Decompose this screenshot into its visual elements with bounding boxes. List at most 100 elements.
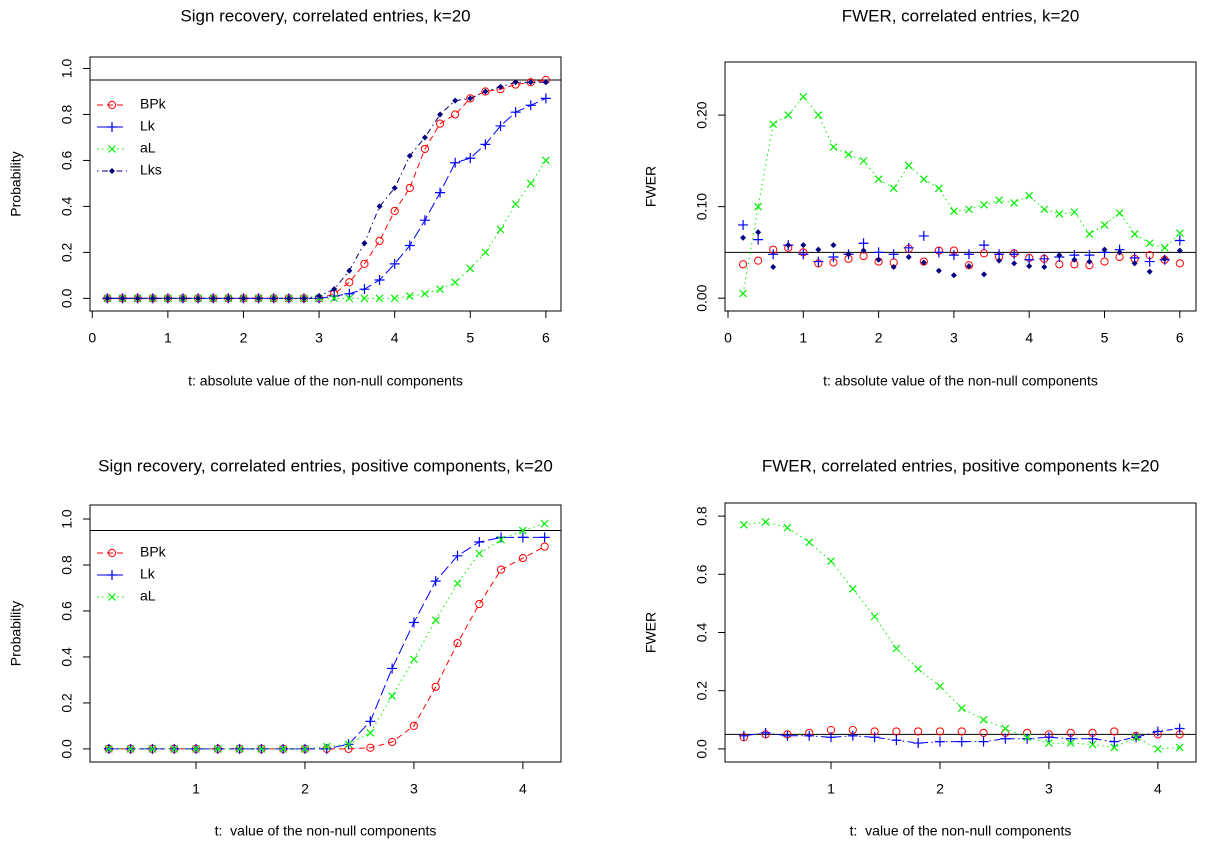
point	[738, 260, 748, 269]
point	[1116, 249, 1123, 256]
point	[859, 156, 868, 165]
point	[799, 92, 808, 101]
point	[935, 727, 945, 736]
point	[956, 736, 967, 747]
point	[300, 295, 307, 302]
point	[918, 230, 929, 241]
point	[1022, 733, 1033, 744]
point	[346, 267, 353, 274]
point	[844, 150, 853, 159]
point	[1132, 733, 1141, 742]
point	[1100, 221, 1109, 229]
point	[322, 742, 331, 751]
point	[481, 248, 490, 257]
point	[1176, 247, 1183, 254]
x-tick-label: 0	[724, 330, 732, 346]
point	[805, 538, 814, 547]
x-axis-label: t: value of the non-null components	[850, 823, 1072, 839]
point	[466, 94, 475, 103]
point	[889, 184, 898, 193]
point	[754, 256, 763, 265]
point	[870, 612, 879, 621]
legend-marker	[107, 122, 117, 132]
point	[919, 175, 928, 184]
point	[374, 274, 385, 285]
point	[419, 215, 430, 226]
y-tick-label: 0.0	[694, 739, 710, 759]
y-tick-label: 0.20	[694, 101, 710, 128]
point	[761, 517, 770, 526]
series-line	[108, 523, 545, 750]
point	[1145, 239, 1154, 248]
y-axis-label: FWER	[643, 612, 659, 653]
point	[1087, 733, 1098, 744]
point	[301, 744, 309, 753]
x-tick-label: 2	[875, 330, 883, 346]
point	[540, 93, 551, 104]
point	[466, 264, 475, 273]
plot-box	[724, 502, 1197, 763]
x-tick-label: 3	[315, 330, 323, 346]
point	[210, 295, 217, 302]
point	[1131, 260, 1138, 267]
legend-label: BPk	[140, 544, 167, 560]
point	[814, 111, 823, 120]
point	[914, 664, 923, 673]
x-tick-label: 4	[519, 781, 527, 797]
point	[475, 549, 484, 558]
point	[873, 247, 884, 258]
point	[1025, 191, 1034, 200]
point	[933, 247, 944, 258]
point	[1175, 259, 1184, 268]
point	[404, 240, 415, 251]
point	[1110, 727, 1119, 736]
point	[366, 743, 375, 752]
point	[359, 284, 370, 295]
point	[830, 242, 837, 249]
x-tick-label: 3	[410, 781, 418, 797]
point	[905, 253, 912, 260]
point	[1161, 255, 1168, 262]
point	[408, 617, 419, 628]
point	[481, 87, 490, 96]
point	[1010, 199, 1019, 207]
point	[409, 655, 418, 664]
point	[1070, 208, 1079, 217]
x-tick-label: 4	[1154, 781, 1162, 797]
point	[755, 229, 762, 236]
point	[1153, 744, 1162, 753]
point	[1009, 249, 1020, 260]
y-tick-label: 0.6	[59, 150, 75, 170]
point	[344, 740, 353, 749]
point	[1039, 253, 1050, 264]
point	[375, 294, 384, 303]
point	[388, 737, 397, 747]
y-tick-label: 0.8	[59, 555, 75, 575]
point	[826, 732, 837, 743]
point	[525, 100, 536, 111]
point	[482, 88, 489, 95]
point	[934, 184, 943, 193]
point	[360, 294, 369, 303]
point	[148, 744, 157, 753]
point	[1085, 230, 1094, 239]
point	[430, 576, 441, 587]
point	[436, 285, 444, 294]
y-tick-label: 0.2	[59, 693, 75, 713]
point	[978, 736, 989, 747]
chart-title: Sign recovery, correlated entries, posit…	[98, 456, 553, 475]
point	[104, 744, 113, 753]
point	[875, 256, 882, 263]
point	[782, 730, 793, 741]
point	[740, 234, 747, 241]
legend-label: Lk	[140, 118, 156, 134]
point	[979, 240, 990, 251]
point	[518, 554, 527, 563]
point	[957, 704, 966, 713]
point	[936, 682, 944, 691]
series-line	[743, 521, 1180, 750]
plot-box	[724, 61, 1197, 312]
point	[1044, 739, 1053, 748]
point	[257, 744, 266, 753]
